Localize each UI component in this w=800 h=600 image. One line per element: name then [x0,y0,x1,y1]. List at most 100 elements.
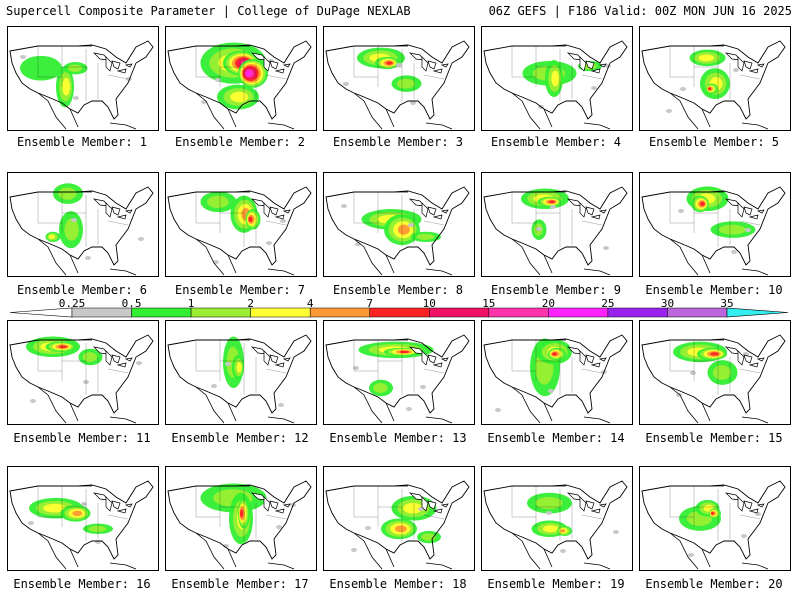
mexico-cuba-coastline [511,532,611,570]
great-lake [124,209,133,214]
scp-contour-fill [88,525,107,532]
great-lake [748,508,759,514]
state-borders [669,340,761,395]
great-lake [756,503,765,508]
scp-contour-fill [82,352,98,362]
mexico-cuba-coastline [195,386,295,424]
map-svg [641,40,786,130]
ensemble-member-label: Ensemble Member: 4 [490,135,622,149]
great-lake [748,362,759,368]
map-svg [325,186,470,276]
colorbar-tick-label: 0.5 [121,297,142,310]
ensemble-member-label: Ensemble Member: 14 [487,431,625,445]
great-lake [116,214,127,220]
ensemble-member-label: Ensemble Member: 16 [13,577,151,591]
scp-low-contour [560,549,566,553]
great-lake [116,362,127,368]
state-borders [195,486,287,541]
map-svg [641,186,786,276]
great-lake [579,496,587,512]
ensemble-member-map [7,320,159,425]
scp-contour-fill [43,503,67,513]
colorbar-tick-label: 7 [366,297,374,310]
scp-low-contour [71,218,77,222]
colorbar-tick-label: 35 [720,297,734,310]
scp-low-contour [548,389,554,393]
scp-contour-fill [236,362,242,373]
ensemble-member-map [481,320,633,425]
great-lake [743,60,753,70]
great-lake [585,500,595,510]
state-borders [37,340,129,395]
mexico-cuba-coastline [511,386,611,424]
great-lake [440,357,449,362]
great-lake [427,354,437,364]
state-borders [353,486,445,541]
great-lake [282,209,291,214]
great-lake [432,214,443,220]
scp-low-contour [278,403,284,407]
map-svg [9,334,154,424]
scp-contour-fill [535,496,563,510]
scp-low-contour [223,544,229,548]
ensemble-member-map [481,466,633,571]
ensemble-member-map [165,320,317,425]
state-borders [669,486,761,541]
great-lake [598,503,607,508]
scp-low-contour [550,205,556,209]
coastline [9,480,154,560]
scp-contour-fill [698,54,715,62]
scp-contour-fill [712,365,731,380]
ensemble-member-label: Ensemble Member: 19 [487,577,625,591]
coastline [483,186,628,266]
ensemble-member-map [639,172,791,277]
state-borders [511,486,603,541]
scp-contour-fill [710,511,715,515]
great-lake [105,202,113,218]
scp-low-contour [678,209,684,213]
colorbar-tick-label: 20 [541,297,555,310]
great-lake [756,63,765,68]
scp-low-contour [591,86,597,90]
colorbar-segment [369,307,430,318]
scp-contour-fill [399,350,410,354]
great-lake [124,63,133,68]
state-borders [353,340,445,395]
coastline [641,480,786,560]
great-lake [585,206,595,216]
ensemble-member-map [7,172,159,277]
mexico-cuba-coastline [195,92,295,130]
scp-low-contour [495,408,501,412]
ensemble-member-label: Ensemble Member: 11 [13,431,151,445]
scp-low-contour [81,502,87,506]
ensemble-member-label: Ensemble Member: 9 [490,283,622,297]
map-svg [325,480,470,570]
great-lake [579,56,587,72]
scp-contour-fill [386,61,393,65]
ensemble-member-label: Ensemble Member: 7 [174,283,306,297]
ensemble-member-label: Ensemble Member: 5 [648,135,780,149]
scp-contour-fill [58,345,67,349]
great-lake [421,350,429,366]
ensemble-member-map [323,26,475,131]
great-lake [421,56,429,72]
coastline [483,334,628,414]
mexico-cuba-coastline [669,386,769,424]
ensemble-member-label: Ensemble Member: 17 [171,577,309,591]
great-lake [427,206,437,216]
mexico-cuba-coastline [353,238,453,276]
great-lake [116,508,127,514]
scp-contour-fill [551,70,560,87]
mexico-cuba-coastline [353,386,453,424]
ensemble-member-label: Ensemble Member: 15 [645,431,783,445]
colorbar-tick-label: 1 [187,297,195,310]
great-lake [124,503,133,508]
ensemble-member-map [481,26,633,131]
mexico-cuba-coastline [669,238,769,276]
great-lake [269,354,279,364]
scp-low-contour [225,362,231,366]
map-svg [641,480,786,570]
ensemble-member-map [639,320,791,425]
mexico-cuba-coastline [195,238,295,276]
ensemble-member-map [323,172,475,277]
